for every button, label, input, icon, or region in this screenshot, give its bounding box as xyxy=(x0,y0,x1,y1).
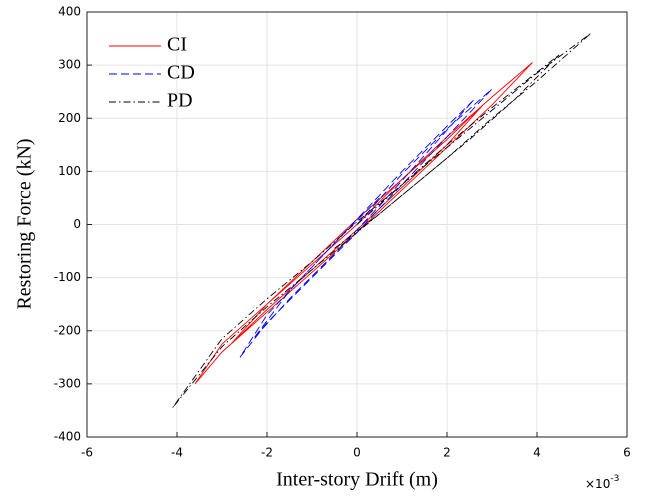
y-tick-label: 100 xyxy=(58,164,81,178)
y-tick-label: 300 xyxy=(58,58,81,72)
x-axis-label: Inter-story Drift (m) xyxy=(276,469,438,491)
x-tick-label: 2 xyxy=(443,446,451,460)
series-line xyxy=(239,88,493,358)
x-multiplier: ×10-3 xyxy=(585,474,619,491)
y-tick-label: -400 xyxy=(54,430,81,444)
y-tick-label: -200 xyxy=(54,323,81,337)
x-tick-label: -4 xyxy=(171,446,183,460)
y-tick-label: 200 xyxy=(58,111,81,125)
y-tick-label: -100 xyxy=(54,270,81,284)
x-tick-label: 4 xyxy=(533,446,541,460)
legend-label: CD xyxy=(167,62,195,84)
x-tick-label: -2 xyxy=(261,446,273,460)
series-line xyxy=(172,32,592,409)
y-tick-label: -300 xyxy=(54,376,81,390)
legend-label: PD xyxy=(167,90,193,112)
x-multiplier-exponent: -3 xyxy=(610,474,619,484)
y-axis-label: Restoring Force (kN) xyxy=(14,138,36,309)
y-tick-label: 0 xyxy=(73,217,81,231)
y-tick-label: 400 xyxy=(58,5,81,19)
x-multiplier-base: ×10 xyxy=(585,477,610,491)
legend-label: CI xyxy=(167,34,187,56)
axes-box xyxy=(86,11,628,438)
x-tick-label: 6 xyxy=(623,446,631,460)
x-tick-label: 0 xyxy=(353,446,361,460)
x-tick-label: -6 xyxy=(81,446,93,460)
